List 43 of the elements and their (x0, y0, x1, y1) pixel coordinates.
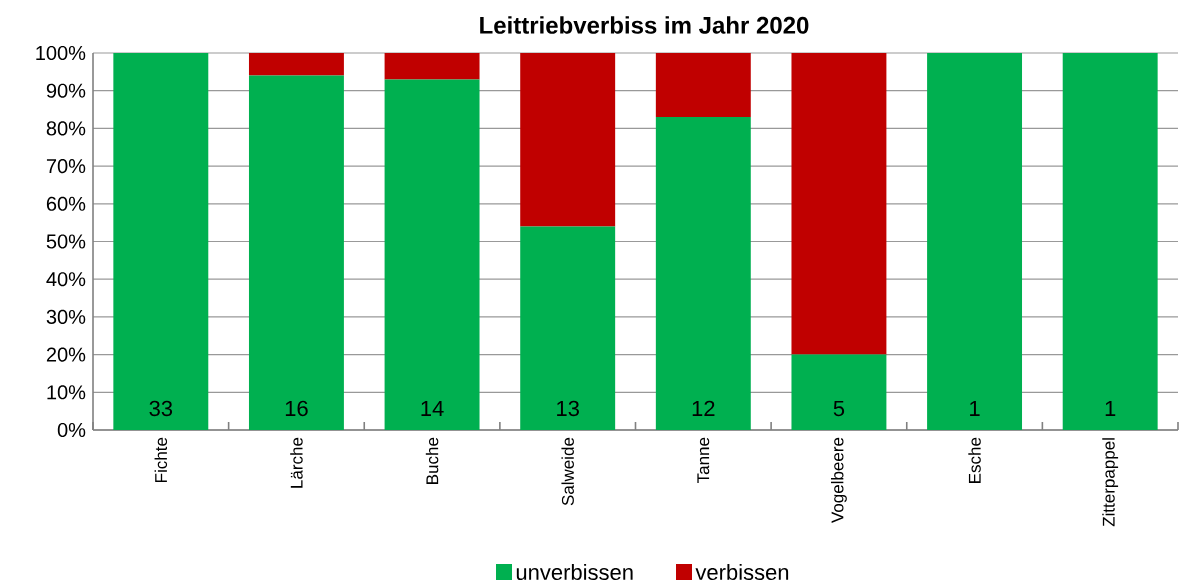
annotation: 13 (557, 400, 579, 417)
y-tick-label: 10% (47, 385, 86, 400)
y-tick-label: 30% (46, 309, 86, 324)
x-tick-label: Salweide (561, 437, 574, 506)
y-tick-label: 80% (46, 121, 86, 136)
y-tick-label: 20% (46, 347, 86, 362)
y-tick-label: 100% (36, 45, 86, 61)
bar (248, 75, 344, 430)
bar (927, 53, 1023, 430)
bar (791, 53, 887, 355)
x-tick-label: Buche (425, 437, 439, 484)
annotation: 1 (1105, 400, 1116, 416)
annotation: 14 (421, 400, 444, 416)
bar (655, 53, 751, 118)
annotation: 16 (285, 400, 308, 417)
y-tick-label: 90% (46, 83, 86, 98)
annotation: 12 (692, 400, 715, 416)
y-tick-label: 0% (57, 422, 86, 438)
bar (384, 53, 480, 80)
x-tick-label: Esche (968, 437, 981, 483)
y-tick-label: 40% (46, 272, 86, 287)
x-tick-label: Tanne (697, 437, 710, 484)
bar (248, 53, 344, 76)
y-tick-label: 70% (46, 159, 86, 174)
y-tick-label: 60% (46, 196, 86, 211)
bar (520, 226, 616, 430)
legend-label: verbissen (695, 563, 789, 581)
chart-title: Leittriebverbiss im Jahr 2020 (480, 16, 809, 34)
x-tick-label: Fichte (154, 437, 168, 482)
y-tick-label: 50% (46, 234, 86, 249)
bar (655, 117, 751, 430)
annotation: 5 (833, 400, 845, 417)
x-tick-label: Lärche (290, 437, 303, 488)
bar (791, 354, 887, 430)
annotation: 1 (970, 400, 980, 416)
bar (1062, 53, 1158, 430)
x-tick-label: Vogelbeere (831, 437, 847, 524)
annotation: 33 (149, 400, 173, 417)
x-tick-label: Zitterpappel (1102, 438, 1119, 527)
bar (520, 53, 616, 227)
bar (113, 53, 209, 430)
bar (384, 79, 480, 430)
legend-label: unverbissen (516, 563, 633, 581)
